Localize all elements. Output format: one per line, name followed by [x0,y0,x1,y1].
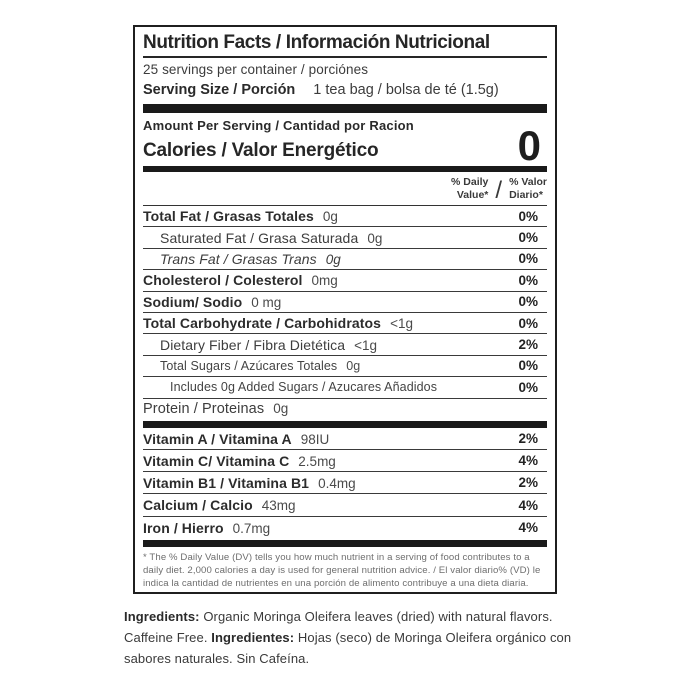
nutrient-row-protein: Protein / Proteinas 0g [143,399,547,420]
vitamin-name: Calcium / Calcio [143,497,253,514]
vitamin-amount: 0.4mg [318,475,356,491]
nutrient-row-sodium: Sodium/ Sodio 0 mg 0% [143,292,547,313]
vitamin-amount: 98IU [300,431,330,447]
ingredients-label-es: Ingredientes: [211,630,295,645]
nutrient-dv: 2% [518,337,538,353]
nutrient-dv: 0% [518,379,538,395]
nutrient-row-saturated-fat: Saturated Fat / Grasa Saturada 0g 0% [143,227,547,249]
nutrient-row-dietary-fiber: Dietary Fiber / Fibra Dietética <1g 2% [143,334,547,356]
vitamin-amount: 0.7mg [232,520,271,536]
nutrient-dv: 0% [518,272,538,288]
vitamin-row-vitamin-b1: Vitamin B1 / Vitamina B1 0.4mg 2% [143,472,547,495]
calories-label: Calories / Valor Energético [143,140,379,161]
nutrient-amount: 0g [346,358,361,373]
dv-en-line2: Value* [456,189,489,201]
vitamin-row-calcium: Calcium / Calcio 43mg 4% [143,494,547,517]
nutrient-amount: <1g [390,316,413,332]
nutrient-name: Total Sugars / Azúcares Totales [160,358,338,373]
nutrient-dv: 0% [518,230,538,246]
vitamin-name: Vitamin A / Vitamina A [143,430,292,447]
nutrition-facts-panel: Nutrition Facts / Información Nutriciona… [133,25,557,594]
nutrient-rows: Total Fat / Grasas Totales 0g 0% Saturate… [143,205,547,420]
thick-separator-bar [143,104,547,113]
nutrient-name: Trans Fat / Grasas Trans [160,250,317,267]
nutrition-facts-title: Nutrition Facts / Información Nutriciona… [143,32,490,53]
vitamin-dv: 4% [518,453,538,469]
ingredients-text-en: Organic Moringa Oleifera leaves (dried) … [124,609,553,645]
vitamin-row-vitamin-a: Vitamin A / Vitamina A 98IU 2% [143,428,547,451]
nutrient-name: Includes 0g Added Sugars / Azucares Añad… [170,380,438,395]
nutrient-name: Saturated Fat / Grasa Saturada [160,229,359,246]
nutrient-dv: 0% [518,358,538,374]
ingredients-label-en: Ingredients: [124,609,200,624]
vitamin-name: Vitamin C/ Vitamina C [143,452,290,469]
amount-per-serving-label: Amount Per Serving / Cantidad por Racion [143,118,414,133]
nutrient-name: Total Fat / Grasas Totales [143,208,314,225]
serving-size-row: Serving Size / Porción 1 tea bag / bolsa… [143,80,547,100]
vitamin-name: Vitamin B1 / Vitamina B1 [143,474,310,491]
nutrient-dv: 0% [518,208,538,224]
nutrient-dv: 0% [518,315,538,331]
dv-es-line2: Diario* [509,189,543,201]
vitamin-amount: 2.5mg [298,453,336,469]
nutrient-amount: 0g [322,209,338,225]
nutrient-row-cholesterol: Cholesterol / Colesterol 0mg 0% [143,270,547,292]
vitamin-amount: 43mg [261,498,296,514]
nutrient-name: Protein / Proteinas [143,401,265,418]
daily-value-header-es: % Valor Diario* [509,176,547,202]
nutrient-amount: 0g [325,251,341,267]
nutrient-amount: <1g [354,337,378,353]
nutrient-row-total-carbohydrate: Total Carbohydrate / Carbohidratos <1g 0% [143,313,547,335]
daily-value-footnote: * The % Daily Value (DV) tells you how m… [143,551,541,592]
vitamin-row-vitamin-c: Vitamin C/ Vitamina C 2.5mg 4% [143,450,547,473]
nutrient-row-added-sugars: Includes 0g Added Sugars / Azucares Añad… [143,377,547,399]
dv-header-slash: / [495,177,503,204]
calories-row: Calories / Valor Energético 0 [143,125,547,167]
vitamin-name: Iron / Hierro [143,519,224,536]
vitamin-rows: Vitamin A / Vitamina A 98IU 2% Vitamin C/… [143,428,547,539]
nutrient-amount: 0mg [311,273,338,289]
daily-value-header: % Daily Value* / % Valor Diario* [143,174,547,204]
vitamin-dv: 2% [518,431,538,446]
nutrient-name: Cholesterol / Colesterol [143,272,303,289]
nutrient-amount: 0g [367,230,383,246]
dv-en-line1: % Daily [451,176,489,188]
dv-es-line1: % Valor [509,176,547,188]
thick-separator-bar [143,539,547,547]
vitamin-dv: 2% [518,475,538,491]
nutrient-row-trans-fat: Trans Fat / Grasas Trans 0g 0% [143,249,547,271]
nutrient-name: Dietary Fiber / Fibra Dietética [160,336,346,353]
calories-value: 0 [517,122,541,169]
vitamin-row-iron: Iron / Hierro 0.7mg 4% [143,517,547,539]
nutrient-name: Total Carbohydrate / Carbohidratos [143,315,382,332]
serving-size-value: 1 tea bag / bolsa de té (1.5g) [313,82,499,98]
nutrient-row-total-sugars: Total Sugars / Azúcares Totales 0g 0% [143,356,547,378]
nutrient-row-total-fat: Total Fat / Grasas Totales 0g 0% [143,206,547,228]
nutrient-amount: 0g [273,401,289,417]
thick-separator-bar [143,420,547,428]
vitamin-dv: 4% [518,497,538,513]
serving-size-label: Serving Size / Porción [143,82,296,98]
title-divider [143,56,547,58]
servings-per-container: 25 servings per container / porciónes [143,62,369,77]
vitamin-dv: 4% [518,520,538,536]
daily-value-header-en: % Daily Value* [451,176,488,202]
ingredients-text-es: Hojas (seco) de Moringa Oleifera orgánic… [124,630,572,666]
nutrient-dv: 0% [518,251,538,267]
ingredients-paragraph: Ingredients: Organic Moringa Oleifera le… [124,606,576,669]
nutrient-amount: 0 mg [251,294,282,310]
medium-separator-bar [143,166,547,172]
nutrient-name: Sodium/ Sodio [143,293,243,310]
nutrient-dv: 0% [518,294,538,310]
